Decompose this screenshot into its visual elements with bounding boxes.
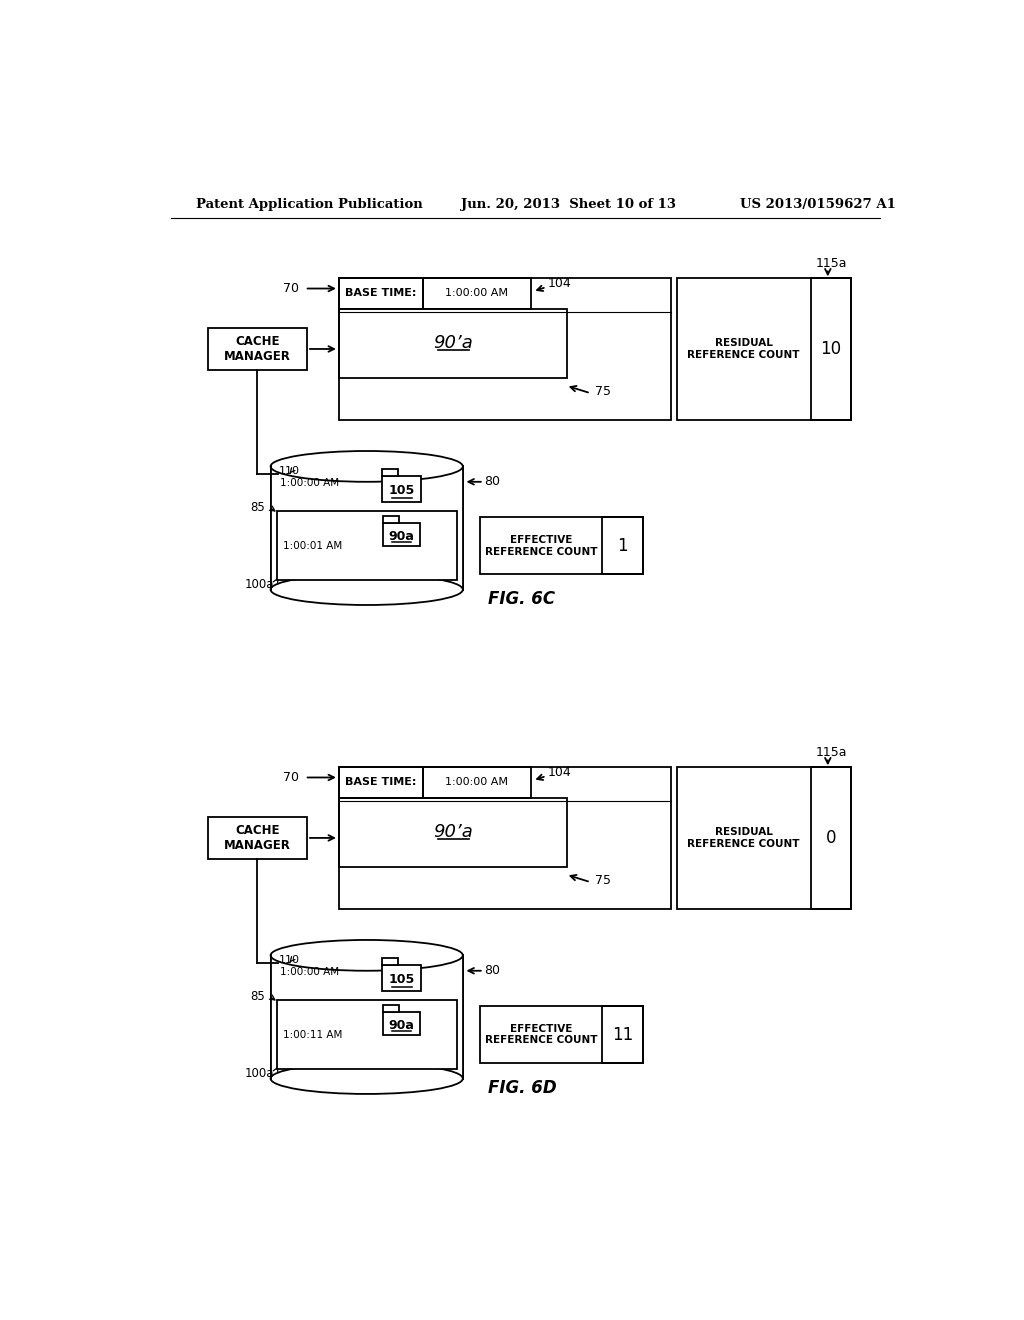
Bar <box>382 958 398 965</box>
Text: 75: 75 <box>595 874 610 887</box>
Ellipse shape <box>270 574 463 605</box>
Text: 90’a: 90’a <box>433 334 473 352</box>
Bar <box>339 797 567 867</box>
Bar <box>383 1005 398 1011</box>
Bar <box>339 309 567 378</box>
Text: BASE TIME:: BASE TIME: <box>345 777 417 787</box>
Text: EFFECTIVE
REFERENCE COUNT: EFFECTIVE REFERENCE COUNT <box>484 1024 597 1045</box>
Text: 1:00:01 AM: 1:00:01 AM <box>283 541 342 550</box>
Bar <box>339 277 671 420</box>
Bar <box>270 466 463 590</box>
Bar <box>208 817 307 859</box>
Ellipse shape <box>270 451 463 482</box>
Text: 85: 85 <box>251 990 265 1003</box>
Text: 100a: 100a <box>245 1067 274 1080</box>
Bar <box>339 767 671 909</box>
Text: 104: 104 <box>547 767 571 779</box>
Text: 1:00:00 AM: 1:00:00 AM <box>280 968 339 977</box>
Text: 80: 80 <box>484 475 501 488</box>
Text: CACHE
MANAGER: CACHE MANAGER <box>224 335 291 363</box>
Text: 100a: 100a <box>245 578 274 591</box>
Ellipse shape <box>270 940 463 970</box>
Bar <box>677 767 851 909</box>
Text: EFFECTIVE
REFERENCE COUNT: EFFECTIVE REFERENCE COUNT <box>484 535 597 557</box>
Text: 1:00:00 AM: 1:00:00 AM <box>445 288 508 298</box>
Text: CACHE
MANAGER: CACHE MANAGER <box>224 824 291 851</box>
Bar <box>276 1001 457 1069</box>
Text: FIG. 6D: FIG. 6D <box>487 1078 556 1097</box>
Bar <box>208 329 307 370</box>
Text: 90a: 90a <box>389 529 415 543</box>
Text: 105: 105 <box>388 484 415 498</box>
Bar <box>383 523 420 546</box>
Text: BASE TIME:: BASE TIME: <box>345 288 417 298</box>
Bar <box>339 277 423 309</box>
Bar <box>382 965 421 991</box>
Text: 70: 70 <box>283 282 299 296</box>
Bar <box>423 767 531 797</box>
Bar <box>811 767 851 909</box>
Text: 1:00:11 AM: 1:00:11 AM <box>283 1030 342 1040</box>
Text: 1:00:00 AM: 1:00:00 AM <box>445 777 508 787</box>
Text: 0: 0 <box>825 829 837 847</box>
Bar <box>382 470 398 477</box>
Text: 90a: 90a <box>389 1019 415 1031</box>
Bar <box>270 956 463 1078</box>
Text: 80: 80 <box>484 964 501 977</box>
Text: 104: 104 <box>547 277 571 290</box>
Text: 110: 110 <box>279 954 299 965</box>
Text: 90’a: 90’a <box>433 824 473 841</box>
Bar <box>423 277 531 309</box>
Text: US 2013/0159627 A1: US 2013/0159627 A1 <box>740 198 896 211</box>
Bar <box>480 517 643 574</box>
Text: 85: 85 <box>251 502 265 515</box>
Text: 70: 70 <box>283 771 299 784</box>
Bar <box>339 767 423 797</box>
Text: 11: 11 <box>611 1026 633 1044</box>
Bar <box>382 477 421 502</box>
Bar <box>383 1011 420 1035</box>
Text: Patent Application Publication: Patent Application Publication <box>197 198 423 211</box>
Text: 110: 110 <box>279 466 299 477</box>
Text: 1:00:00 AM: 1:00:00 AM <box>280 478 339 488</box>
Text: 115a: 115a <box>816 257 848 271</box>
Text: RESIDUAL
REFERENCE COUNT: RESIDUAL REFERENCE COUNT <box>687 338 800 360</box>
Bar <box>811 277 851 420</box>
Bar <box>480 1006 643 1063</box>
Text: RESIDUAL
REFERENCE COUNT: RESIDUAL REFERENCE COUNT <box>687 828 800 849</box>
Text: 10: 10 <box>820 341 842 358</box>
Text: 115a: 115a <box>816 746 848 759</box>
Ellipse shape <box>270 1063 463 1094</box>
Text: FIG. 6C: FIG. 6C <box>487 590 555 607</box>
Text: Jun. 20, 2013  Sheet 10 of 13: Jun. 20, 2013 Sheet 10 of 13 <box>461 198 676 211</box>
Text: 1: 1 <box>617 537 628 554</box>
Bar <box>602 517 643 574</box>
Bar <box>602 1006 643 1063</box>
Bar <box>276 511 457 581</box>
Bar <box>383 516 398 523</box>
Bar <box>677 277 851 420</box>
Text: 105: 105 <box>388 973 415 986</box>
Text: 75: 75 <box>595 385 610 399</box>
